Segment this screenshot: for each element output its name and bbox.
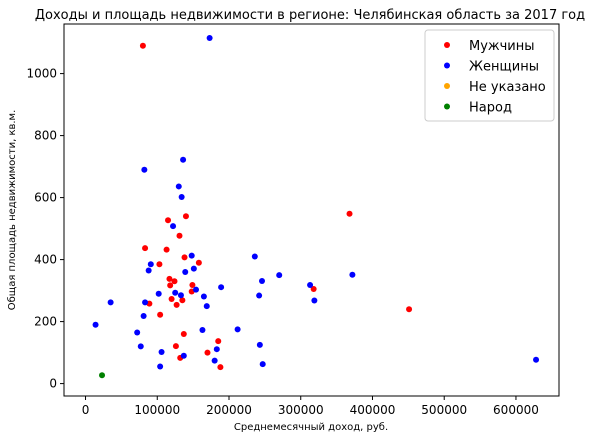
data-point [213, 346, 220, 353]
x-tick-label: 500000 [421, 403, 467, 417]
data-point [200, 293, 207, 300]
data-point [155, 290, 162, 297]
data-point [307, 282, 314, 289]
data-point [157, 363, 164, 370]
legend-marker [444, 62, 450, 69]
data-point [173, 301, 180, 308]
data-point [215, 338, 222, 345]
data-point [178, 193, 185, 200]
data-point [168, 295, 175, 302]
data-point [182, 269, 189, 275]
data-point [189, 282, 196, 289]
data-point [533, 356, 540, 363]
y-tick-label: 200 [34, 315, 57, 329]
legend-label: Не указано [469, 80, 546, 95]
data-point [171, 278, 178, 285]
legend-marker [444, 103, 450, 110]
data-point [310, 286, 317, 293]
data-point [180, 156, 187, 163]
data-point [199, 326, 206, 333]
y-tick-label: 600 [34, 191, 57, 205]
data-point [193, 286, 199, 293]
data-point [145, 267, 152, 274]
data-point [179, 297, 186, 304]
data-point [195, 259, 202, 266]
y-tick-label: 1000 [26, 67, 57, 81]
data-point [167, 282, 174, 289]
data-point [256, 341, 263, 348]
x-tick-label: 400000 [350, 403, 396, 417]
data-point [181, 254, 188, 261]
data-point [256, 292, 263, 299]
data-point [206, 34, 213, 41]
data-point [158, 348, 165, 355]
legend-label: Мужчины [469, 39, 535, 54]
data-point [156, 261, 163, 268]
x-tick-label: 600000 [493, 403, 539, 417]
legend-marker [444, 42, 450, 48]
data-point [92, 321, 99, 328]
x-tick-label: 300000 [278, 403, 324, 417]
data-point [166, 275, 173, 282]
data-point [142, 299, 149, 306]
data-points [92, 34, 540, 379]
x-axis: 0 100000 200000 300000 400000 500000 600000 [82, 396, 539, 417]
y-tick-label: 0 [49, 377, 57, 391]
y-axis-label: Общая площадь недвижимости, кв.м. [7, 110, 18, 311]
data-point [190, 265, 197, 272]
data-point [172, 289, 179, 296]
x-axis-label: Среднемесячный доход, руб. [234, 422, 388, 433]
data-point [180, 352, 187, 359]
data-point [142, 245, 149, 252]
x-tick-label: 100000 [134, 403, 180, 417]
data-point [163, 246, 170, 253]
x-tick-label: 0 [82, 403, 90, 417]
data-point [176, 232, 183, 239]
y-axis: 0 200 400 600 800 1000 [26, 67, 64, 391]
legend: Мужчины Женщины Не указано Народ [424, 29, 555, 122]
legend-label: Народ [469, 101, 512, 116]
data-point [139, 42, 146, 49]
data-point [204, 349, 211, 356]
data-point [234, 326, 241, 333]
data-point [218, 284, 225, 291]
data-point [259, 361, 266, 368]
data-point [141, 166, 148, 173]
data-point [147, 261, 154, 268]
data-point [188, 252, 195, 259]
data-point [165, 217, 172, 224]
data-point [211, 357, 218, 364]
legend-marker [444, 83, 450, 89]
data-point [311, 297, 318, 304]
data-point [251, 253, 258, 260]
plot-area [63, 23, 560, 397]
data-point [170, 223, 177, 230]
data-point [276, 272, 283, 279]
data-point [182, 213, 189, 220]
data-point [99, 372, 106, 379]
data-point [203, 303, 210, 310]
data-point [140, 313, 147, 320]
data-point [172, 343, 179, 350]
data-point [157, 311, 164, 318]
y-tick-label: 800 [34, 129, 57, 143]
data-point [180, 331, 187, 337]
y-tick-label: 400 [34, 253, 57, 267]
chart-title: Доходы и площадь недвижимости в регионе:… [35, 8, 585, 23]
data-point [346, 210, 353, 217]
legend-label: Женщины [469, 60, 539, 75]
data-point [217, 364, 224, 371]
data-point [406, 306, 413, 313]
x-tick-label: 200000 [206, 403, 252, 417]
data-point [107, 299, 114, 306]
data-point [349, 271, 356, 278]
data-point [259, 277, 265, 284]
data-point [177, 292, 184, 299]
data-point [175, 183, 182, 190]
legend-box [424, 29, 555, 122]
data-point [137, 343, 144, 350]
data-point [134, 329, 141, 336]
